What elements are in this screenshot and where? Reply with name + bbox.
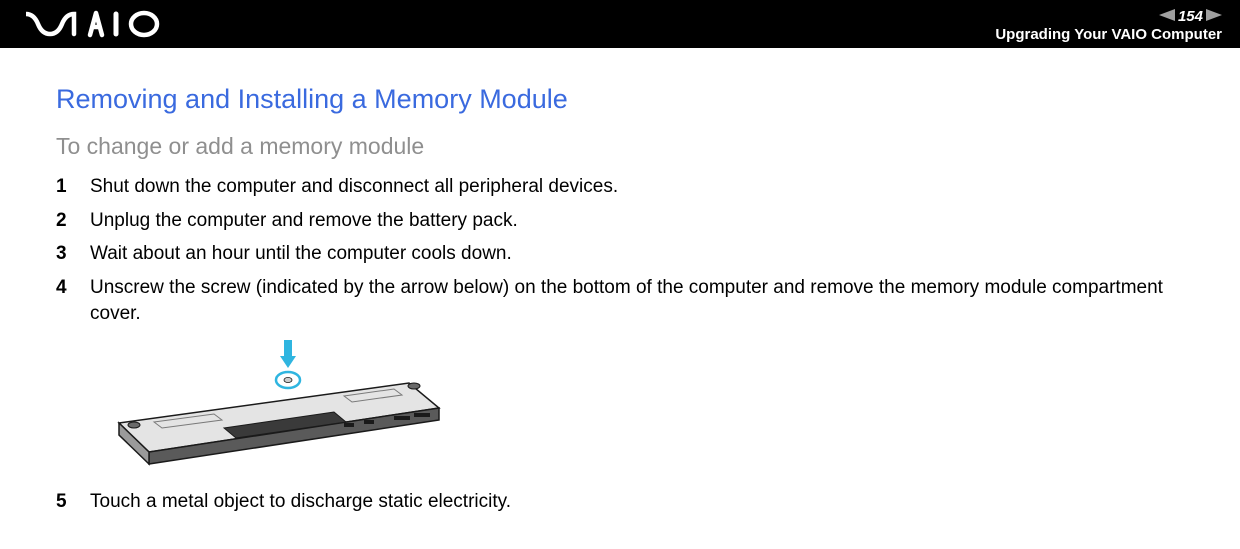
nav-arrow-left-icon[interactable] bbox=[1159, 9, 1175, 24]
step-num: 5 bbox=[56, 489, 90, 515]
nav-arrow-right-icon[interactable] bbox=[1206, 9, 1222, 24]
step-1: 1 Shut down the computer and disconnect … bbox=[56, 174, 1184, 200]
step-text: Shut down the computer and disconnect al… bbox=[90, 174, 1184, 200]
screw-indicator-arrow-icon bbox=[280, 340, 296, 368]
screw-location-icon bbox=[276, 372, 300, 388]
laptop-bottom-illustration bbox=[94, 338, 1184, 473]
step-5: 5 Touch a metal object to discharge stat… bbox=[56, 489, 1184, 515]
step-text: Wait about an hour until the computer co… bbox=[90, 241, 1184, 267]
page-header: 154 Upgrading Your VAIO Computer bbox=[0, 0, 1240, 48]
step-4: 4 Unscrew the screw (indicated by the ar… bbox=[56, 275, 1184, 326]
page-nav: 154 bbox=[995, 9, 1222, 24]
laptop-base-icon bbox=[119, 383, 439, 464]
step-text: Touch a metal object to discharge static… bbox=[90, 489, 1184, 515]
vaio-logo-svg bbox=[26, 9, 166, 39]
main-heading: Removing and Installing a Memory Module bbox=[56, 84, 1184, 115]
step-num: 1 bbox=[56, 174, 90, 200]
header-right: 154 Upgrading Your VAIO Computer bbox=[995, 9, 1222, 43]
step-2: 2 Unplug the computer and remove the bat… bbox=[56, 208, 1184, 234]
step-num: 3 bbox=[56, 241, 90, 267]
step-text: Unscrew the screw (indicated by the arro… bbox=[90, 275, 1184, 326]
section-title: Upgrading Your VAIO Computer bbox=[995, 26, 1222, 43]
page-number: 154 bbox=[1178, 9, 1203, 24]
step-num: 2 bbox=[56, 208, 90, 234]
vaio-logo bbox=[26, 9, 166, 39]
step-num: 4 bbox=[56, 275, 90, 301]
sub-heading: To change or add a memory module bbox=[56, 133, 1184, 160]
step-text: Unplug the computer and remove the batte… bbox=[90, 208, 1184, 234]
page-content: Removing and Installing a Memory Module … bbox=[0, 48, 1240, 515]
step-3: 3 Wait about an hour until the computer … bbox=[56, 241, 1184, 267]
